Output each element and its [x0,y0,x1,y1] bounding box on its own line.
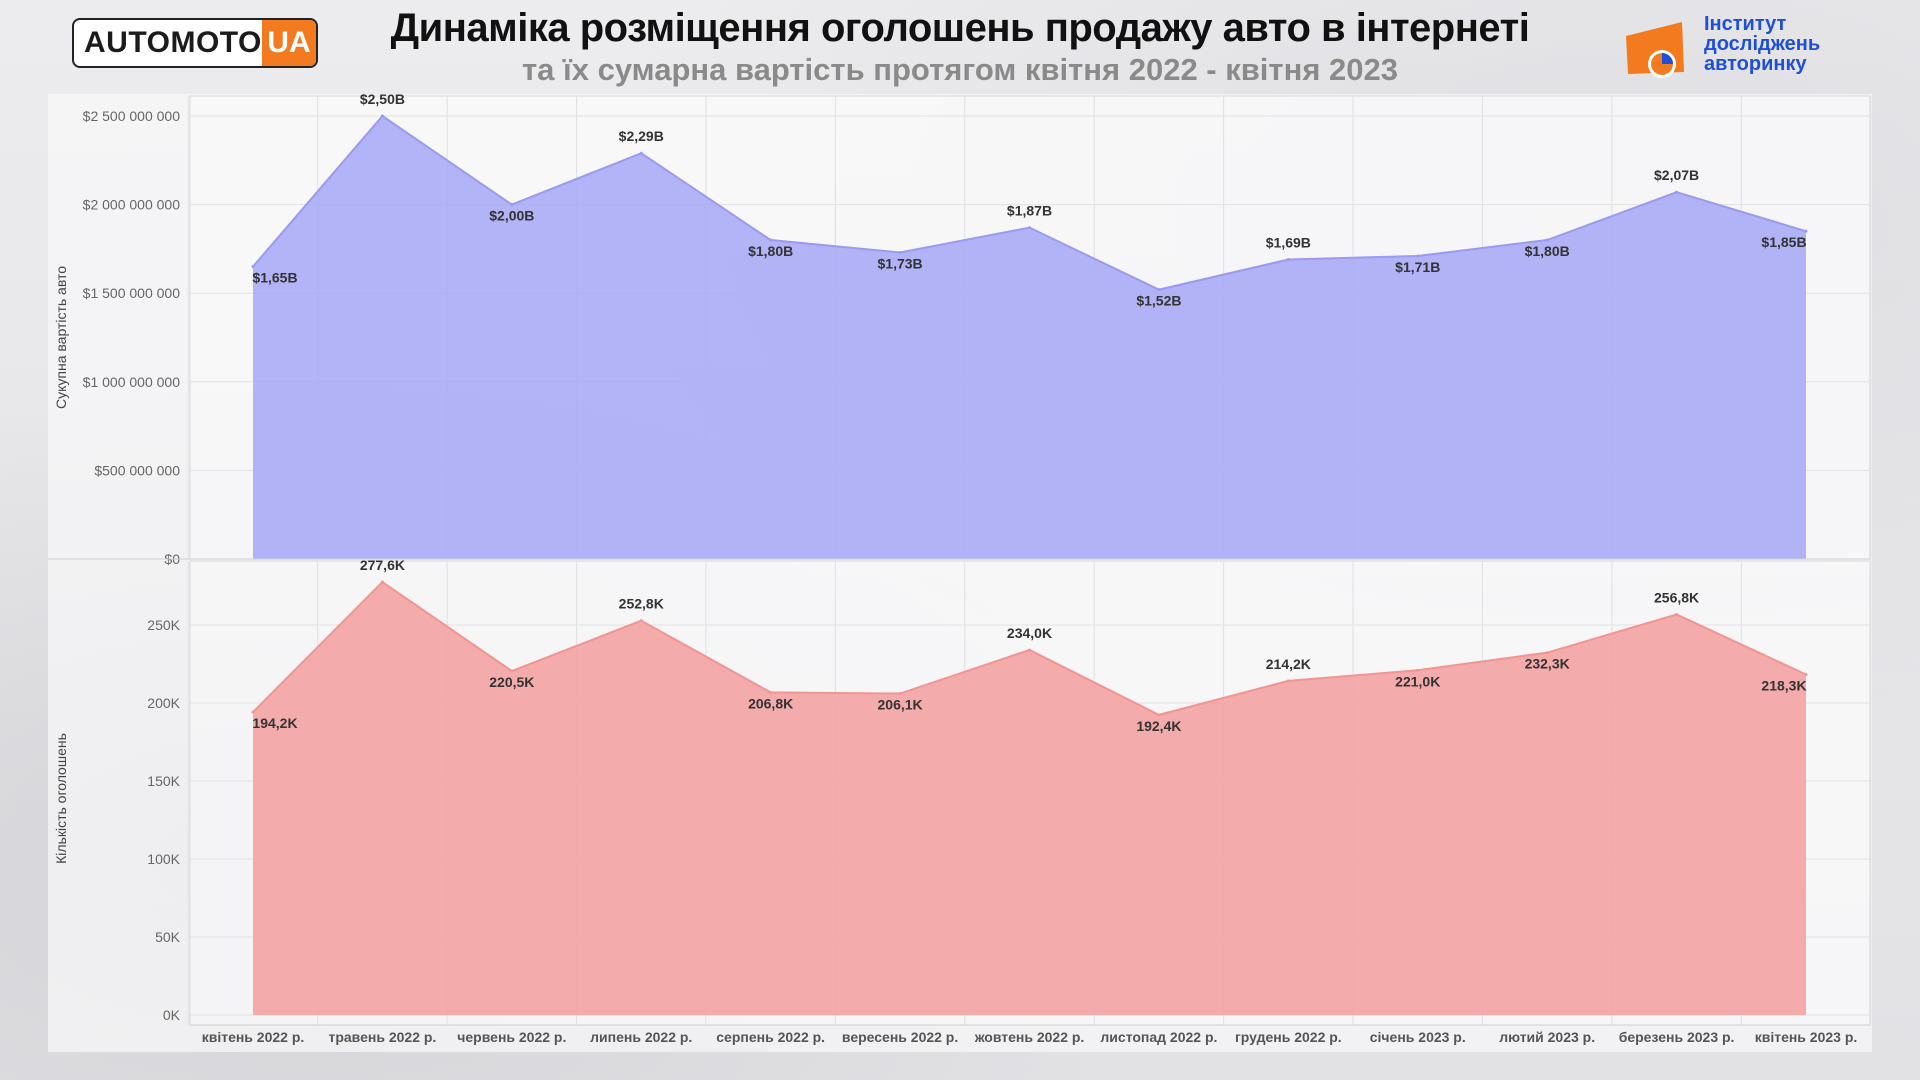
header: AUTOMOTO UA Динаміка розміщення оголошен… [0,0,1920,92]
count-y-tick-label: 150K [147,773,180,789]
count-data-label: 232,3K [1525,656,1570,672]
value-data-label: $1,65B [252,270,297,286]
institute-logo-icon [1626,22,1684,78]
count-data-point [769,690,773,694]
count-y-tick-label: 50K [155,929,181,945]
count-data-point [380,580,384,584]
value-data-point [639,151,643,155]
logo-wordmark: AUTOMOTO [84,26,262,59]
x-tick-label: липень 2022 р. [590,1029,692,1045]
value-data-label: $1,87B [1007,203,1052,219]
count-y-tick-label: 100K [147,851,180,867]
value-y-tick-label: $1 000 000 000 [83,374,181,390]
value-data-label: $2,50B [360,91,405,107]
value-series-area [253,116,1806,559]
value-y-tick-label: $2 500 000 000 [83,108,181,124]
count-data-label: 194,2K [252,715,297,731]
value-data-point [1675,190,1679,194]
count-data-label: 206,8K [748,695,793,711]
value-data-point [898,250,902,254]
count-data-point [1545,651,1549,655]
count-data-point [510,669,514,673]
x-tick-label: травень 2022 р. [328,1029,436,1045]
value-data-label: $1,80B [748,243,793,259]
value-data-point [1804,229,1808,233]
chart-title: Динаміка розміщення оголошень продажу ав… [390,6,1530,50]
x-tick-label: січень 2023 р. [1370,1029,1466,1045]
x-tick-label: серпень 2022 р. [716,1029,825,1045]
value-data-point [251,265,255,269]
x-tick-label: червень 2022 р. [457,1029,566,1045]
count-y-tick-label: 250K [147,617,180,633]
count-data-point [639,619,643,623]
count-data-label: 220,5K [489,674,534,690]
count-data-label: 214,2K [1266,656,1311,672]
count-data-label: 234,0K [1007,625,1052,641]
institute-logo-line-2: досліджень [1704,33,1821,55]
count-data-label: 206,1K [878,697,923,713]
institute-logo-text: Інститут досліджень авторинку [1704,14,1820,74]
value-data-label: $2,29B [619,128,664,144]
count-data-point [1416,668,1420,672]
x-tick-label: квітень 2023 р. [1755,1029,1858,1045]
count-data-point [1286,679,1290,683]
count-data-point [1028,648,1031,652]
count-data-label: 192,4K [1136,718,1181,734]
value-data-point [380,114,384,118]
count-data-point [1804,672,1808,676]
count-y-tick-label: 200K [147,695,180,711]
value-data-point [769,238,773,242]
count-y-tick-label: 0K [163,1007,181,1023]
institute-logo[interactable]: Інститут досліджень авторинку [1624,14,1854,82]
value-data-label: $1,71B [1395,259,1440,275]
value-y-axis-label: Сукупна вартість авто [53,266,69,409]
count-data-label: 221,0K [1395,673,1440,689]
value-data-label: $1,73B [878,255,923,271]
count-data-point [251,710,255,714]
x-tick-label: лютий 2023 р. [1499,1029,1595,1045]
value-data-label: $2,00B [489,208,534,224]
automoto-logo[interactable]: AUTOMOTO UA [72,18,318,68]
value-data-label: $2,07B [1654,167,1699,183]
x-axis: квітень 2022 р. травень 2022 р. червень 20… [48,558,1870,1045]
value-data-label: $1,80B [1525,243,1570,259]
value-data-label: $1,69B [1266,235,1311,251]
count-data-label: 277,6K [360,557,405,573]
x-tick-label: листопад 2022 р. [1100,1029,1217,1045]
x-tick-label: жовтень 2022 р. [974,1029,1085,1045]
logo-ua-badge: UA [261,20,316,66]
x-tick-label: березень 2023 р. [1619,1029,1735,1045]
value-y-tick-label: $500 000 000 [94,462,180,478]
count-data-label: 252,8K [619,596,664,612]
count-data-point [898,692,902,696]
x-tick-label: квітень 2022 р. [202,1029,305,1045]
value-data-point [510,203,514,207]
value-data-label: $1,52B [1136,293,1181,309]
institute-logo-line-1: Інститут [1704,13,1787,35]
value-data-point [1416,254,1420,258]
count-data-label: 256,8K [1654,589,1699,605]
value-data-point [1286,258,1290,262]
value-data-point [1545,238,1549,242]
institute-logo-line-3: авторинку [1704,53,1807,75]
count-series-area [253,582,1806,1015]
x-tick-label: грудень 2022 р. [1235,1029,1342,1045]
value-data-label: $1,85B [1761,234,1806,250]
chart-subtitle: та їх сумарна вартість протягом квітня 2… [522,52,1398,87]
x-tick-label: вересень 2022 р. [842,1029,958,1045]
value-data-point [1028,226,1031,230]
value-y-tick-label: $1 500 000 000 [83,285,181,301]
count-data-point [1675,612,1679,616]
value-area-chart: $0$500 000 000$1 000 000 000$1 500 000 0… [53,91,1872,567]
count-data-point [1157,713,1161,717]
count-y-axis-label: Кількість оголошень [53,733,69,864]
count-area-chart: 0K 50K 100K 150K 200K 250K Кількість оголошень… [53,557,1872,1026]
count-data-label: 218,3K [1761,677,1806,693]
value-y-tick-label: $2 000 000 000 [83,197,181,213]
value-data-point [1157,288,1161,292]
